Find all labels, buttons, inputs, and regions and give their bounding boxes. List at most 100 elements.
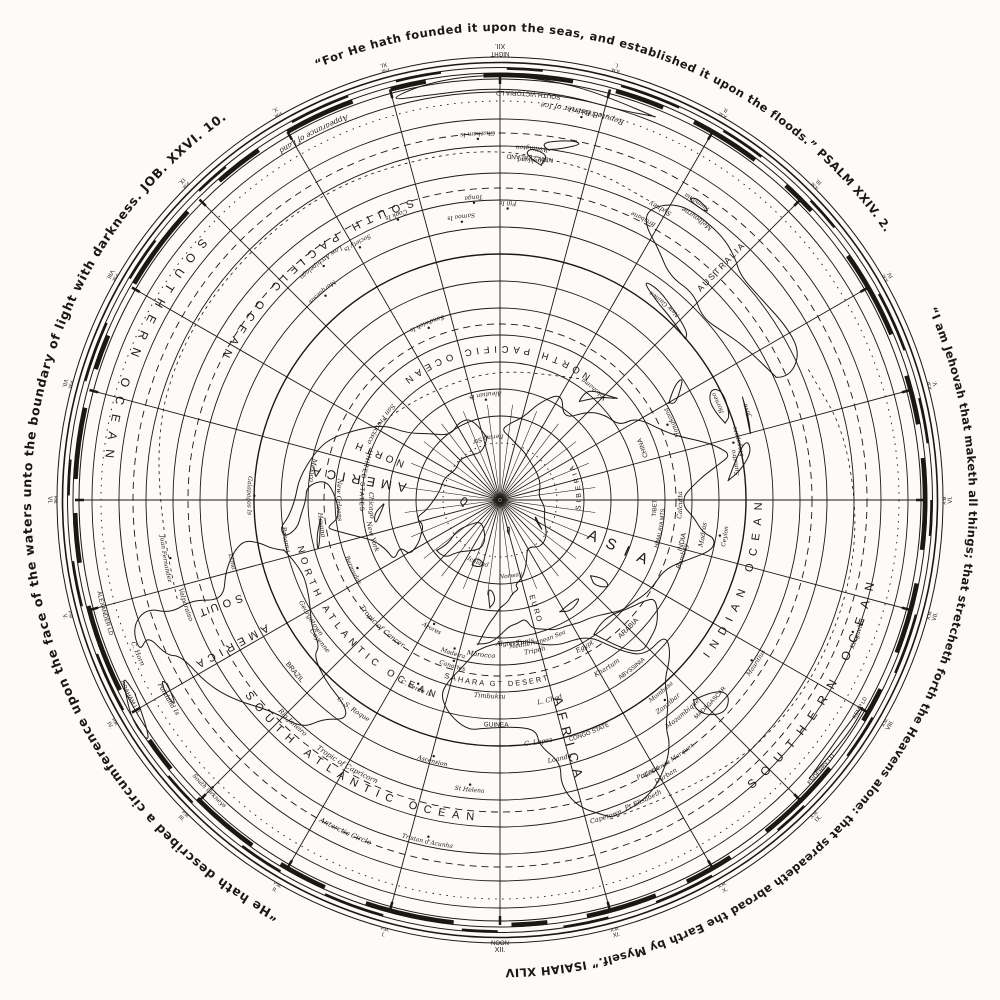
island-dot (169, 556, 172, 560)
meridian-spoke (501, 500, 865, 711)
map-label: INDIA (677, 532, 688, 552)
map-label: BRAZIL (284, 661, 305, 684)
landmass-great-lakes (374, 503, 385, 523)
landmass-caspian (589, 575, 609, 588)
landmass-victoria-land (395, 75, 656, 118)
hour-label: I. (614, 61, 619, 68)
map-label: SAHARA GT DESERT (443, 671, 550, 688)
polar-ray (441, 423, 500, 499)
landmass-philippines (667, 379, 683, 404)
map-label: Tropic of Cancer (358, 604, 407, 650)
hour-label: P.M. (380, 926, 390, 933)
island-dot (356, 566, 359, 570)
map-label: New Orleans (335, 477, 344, 522)
map-label: Bermudas (343, 554, 363, 586)
map-label: TIBET (652, 499, 659, 517)
meridian-spoke (289, 135, 500, 499)
meridian-spoke (201, 201, 499, 499)
landmass-eurasia (476, 395, 729, 646)
hour-label: XI. (379, 61, 388, 69)
rim-tick (606, 89, 612, 99)
polar-ray (411, 500, 499, 537)
hour-label: P.M. (181, 181, 191, 191)
island-dot (476, 137, 480, 141)
map-label: Lima (226, 552, 238, 571)
landmass-africa (442, 637, 670, 818)
island-dot (358, 246, 362, 249)
landmass-north-america (281, 419, 488, 558)
landmass-britain (488, 589, 496, 609)
hour-label: VII. (932, 611, 940, 622)
island-dot (396, 218, 400, 221)
map-label: Marquesas (307, 278, 338, 306)
hour-label: XII. (495, 947, 506, 954)
landmass-iceland (471, 558, 483, 568)
map-label: Galapagos Is (245, 476, 253, 516)
polar-ray (499, 404, 513, 499)
scripture-quote-left: “He hath described a circumference upon … (19, 109, 281, 925)
polar-ray (500, 411, 537, 499)
hour-label: A.M. (809, 181, 819, 191)
hour-label: X. (270, 105, 278, 113)
island-dot (253, 494, 256, 497)
island-dot (427, 326, 430, 330)
rim-tick (606, 901, 612, 911)
rim-tick (388, 901, 394, 911)
map-label: Java (742, 402, 754, 419)
map-label: Tristan d'Acunha (401, 832, 454, 850)
island-dot (472, 201, 476, 204)
island-dot (851, 630, 854, 634)
map-label: Auckland (517, 156, 547, 166)
hour-label: A.M. (926, 380, 933, 390)
hour-label: P.M. (67, 610, 74, 620)
landmass-australia (645, 204, 798, 378)
island-dot (484, 398, 488, 401)
map-label: Brisbane (629, 209, 658, 228)
map-label: SOUTHERN OCEAN (744, 571, 879, 791)
hour-label: A.M. (610, 67, 620, 74)
map-label: C. Lopez (524, 735, 554, 747)
landmass-greenland (436, 522, 486, 557)
meridian-spoke (501, 289, 865, 500)
hour-label: A.M. (610, 926, 620, 933)
rim-tick (131, 706, 141, 714)
hour-label: V. (61, 613, 68, 620)
island-dot (416, 682, 420, 685)
map-label: NEW ZEALAND (506, 152, 554, 163)
map-label: Antarctic Circle (317, 815, 372, 846)
map-label: Azores (420, 620, 442, 636)
hour-label: III. (177, 814, 186, 823)
map-label: Aleutian Is (468, 390, 502, 401)
polar-ray (404, 499, 499, 513)
rim-tick (706, 131, 714, 141)
rim-tick (388, 89, 394, 99)
hour-label: A.M. (942, 495, 947, 504)
island-dot (580, 115, 583, 119)
map-label: Chicago (367, 492, 376, 519)
hour-label: P.M. (111, 273, 120, 283)
island-dot (211, 786, 214, 789)
map-label: SOUTH VICTORIA LD (496, 89, 561, 101)
map-label: St Helena (454, 785, 485, 795)
hour-label: XI. (612, 932, 621, 940)
map-label: Mauritius (745, 649, 767, 679)
landmass-borneo (709, 389, 730, 424)
route-line (158, 151, 652, 599)
map-label: AUSTRALIA (695, 240, 748, 294)
hour-label: X. (722, 886, 730, 894)
rim-tick (198, 793, 207, 802)
map-label: AMERICA (305, 463, 407, 495)
map-label: Wellington (516, 143, 549, 153)
hour-label: II. (722, 105, 730, 113)
meridian-spoke (201, 501, 499, 799)
map-label: SOUTH (0, 0, 244, 620)
hour-label: A.M. (809, 809, 819, 819)
hour-label: A.M. (926, 610, 933, 620)
island-dot (506, 207, 509, 210)
map-label: Norway (498, 570, 524, 580)
rim-tick (286, 131, 294, 141)
island-dot (452, 659, 456, 663)
route-line (377, 371, 582, 425)
polar-ray (404, 487, 499, 501)
